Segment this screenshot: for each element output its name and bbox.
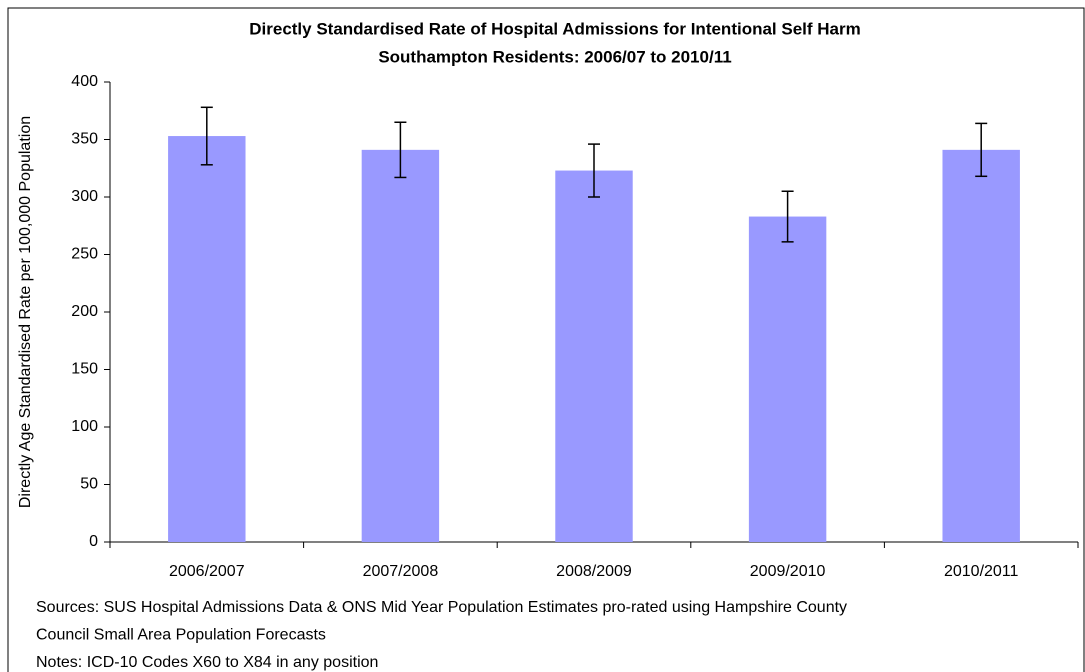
error-bar: [975, 122, 988, 178]
error-bar: [200, 106, 213, 166]
y-tick-label: 350: [71, 131, 98, 148]
bar: [361, 149, 440, 542]
footnote: Notes: ICD-10 Codes X60 to X84 in any po…: [36, 654, 378, 671]
y-tick-label: 400: [71, 73, 98, 90]
x-tick-label: 2008/2009: [556, 563, 632, 580]
y-tick-label: 300: [71, 188, 98, 205]
error-bar: [588, 143, 600, 198]
y-tick-label: 150: [71, 361, 98, 378]
chart-subtitle: Southampton Residents: 2006/07 to 2010/1…: [378, 47, 731, 66]
x-tick-label: 2009/2010: [750, 563, 826, 580]
x-tick-label: 2007/2008: [363, 563, 439, 580]
footnote: Council Small Area Population Forecasts: [36, 627, 326, 644]
chart-title: Directly Standardised Rate of Hospital A…: [249, 19, 861, 38]
y-tick-label: 0: [89, 533, 98, 550]
error-bar: [394, 121, 407, 179]
y-tick-label: 200: [71, 303, 98, 320]
bar: [168, 136, 246, 543]
y-tick-label: 250: [71, 246, 98, 263]
bar: [942, 149, 1020, 542]
y-tick-label: 100: [71, 418, 98, 435]
error-bar: [781, 190, 794, 243]
x-tick-label: 2010/2011: [944, 563, 1019, 580]
y-axis-label: Directly Age Standardised Rate per 100,0…: [17, 116, 34, 508]
bar: [555, 170, 633, 543]
footnote: Sources: SUS Hospital Admissions Data & …: [36, 599, 847, 616]
y-tick-label: 50: [80, 476, 98, 493]
bar: [748, 216, 827, 543]
x-tick-label: 2006/2007: [169, 563, 245, 580]
